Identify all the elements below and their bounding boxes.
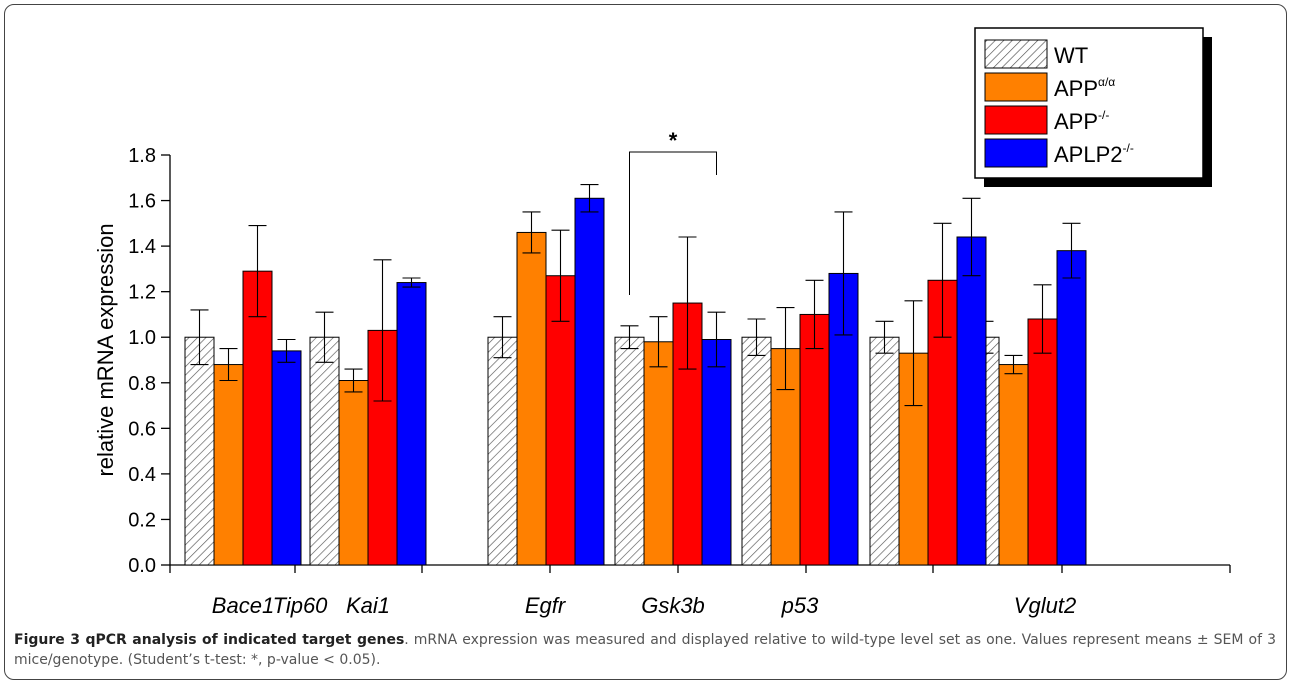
- bar-0-0: [184, 336, 215, 566]
- bar-3-0: [271, 350, 302, 566]
- legend-label-2: APP-/-: [1054, 108, 1109, 134]
- significance-star: *: [669, 128, 678, 153]
- bar-1-0: [213, 364, 244, 566]
- bar-3-2: [574, 197, 605, 566]
- bar-chart: 0.0 0.2 0.4 0.6 0.8 1.0 1.2 1.4 1.6 1.8 relative m…: [93, 27, 1231, 618]
- significance-bracket: [629, 151, 717, 295]
- bar-3-1: [396, 282, 427, 566]
- legend-swatch-1: [984, 72, 1048, 102]
- y-tick-label: 1.2: [128, 282, 156, 304]
- bar-0-1: [309, 336, 340, 566]
- legend-swatch-0: [984, 39, 1048, 69]
- y-tick-label: 0.4: [128, 464, 156, 486]
- category-label: Tip60: [273, 593, 329, 618]
- y-tick-label: 1.0: [128, 327, 156, 349]
- bar-1-3: [643, 341, 674, 566]
- y-tick-label: 0.0: [128, 555, 156, 577]
- bar-1-6: [998, 364, 1029, 566]
- y-tick-label: 0.8: [128, 373, 156, 395]
- legend-swatch-2: [984, 105, 1048, 135]
- legend-label-0: WT: [1054, 43, 1088, 68]
- bar-1-1: [338, 380, 369, 566]
- bar-0-2: [487, 336, 518, 566]
- y-axis-label: relative mRNA expression: [93, 223, 118, 476]
- category-label: Kai1: [346, 593, 390, 618]
- bar-2-4: [799, 313, 830, 566]
- bar-0-3: [614, 336, 645, 566]
- category-label: Gsk3b: [641, 593, 705, 618]
- bar-3-5: [956, 236, 987, 566]
- bar-3-3: [701, 339, 732, 566]
- y-tick-label: 1.8: [128, 145, 156, 167]
- caption-text: . mRNA expression was measured and displ…: [14, 632, 1276, 668]
- legend-swatch-3: [984, 138, 1048, 168]
- y-tick-label: 1.4: [128, 236, 156, 258]
- category-label: Egfr: [525, 593, 567, 618]
- category-label: Bace1: [212, 593, 274, 618]
- bar-2-2: [545, 275, 576, 566]
- legend-label-3: APLP2-/-: [1054, 141, 1134, 167]
- bar-3-6: [1056, 250, 1087, 566]
- figure-caption: Figure 3 qPCR analysis of indicated targ…: [14, 630, 1276, 670]
- bar-1-2: [516, 231, 547, 566]
- bar-2-6: [1027, 318, 1058, 566]
- y-tick-label: 0.6: [128, 418, 156, 440]
- bar-0-4: [741, 336, 772, 566]
- caption-title: Figure 3 qPCR analysis of indicated targ…: [14, 632, 405, 648]
- y-tick-label: 0.2: [128, 509, 156, 531]
- category-label: Vglut2: [1014, 593, 1076, 618]
- category-label: p53: [781, 593, 819, 618]
- legend-label-1: APPα/α: [1054, 75, 1115, 101]
- bar-2-0: [242, 270, 273, 566]
- y-tick-label: 1.6: [128, 191, 156, 213]
- bar-0-5: [869, 336, 900, 566]
